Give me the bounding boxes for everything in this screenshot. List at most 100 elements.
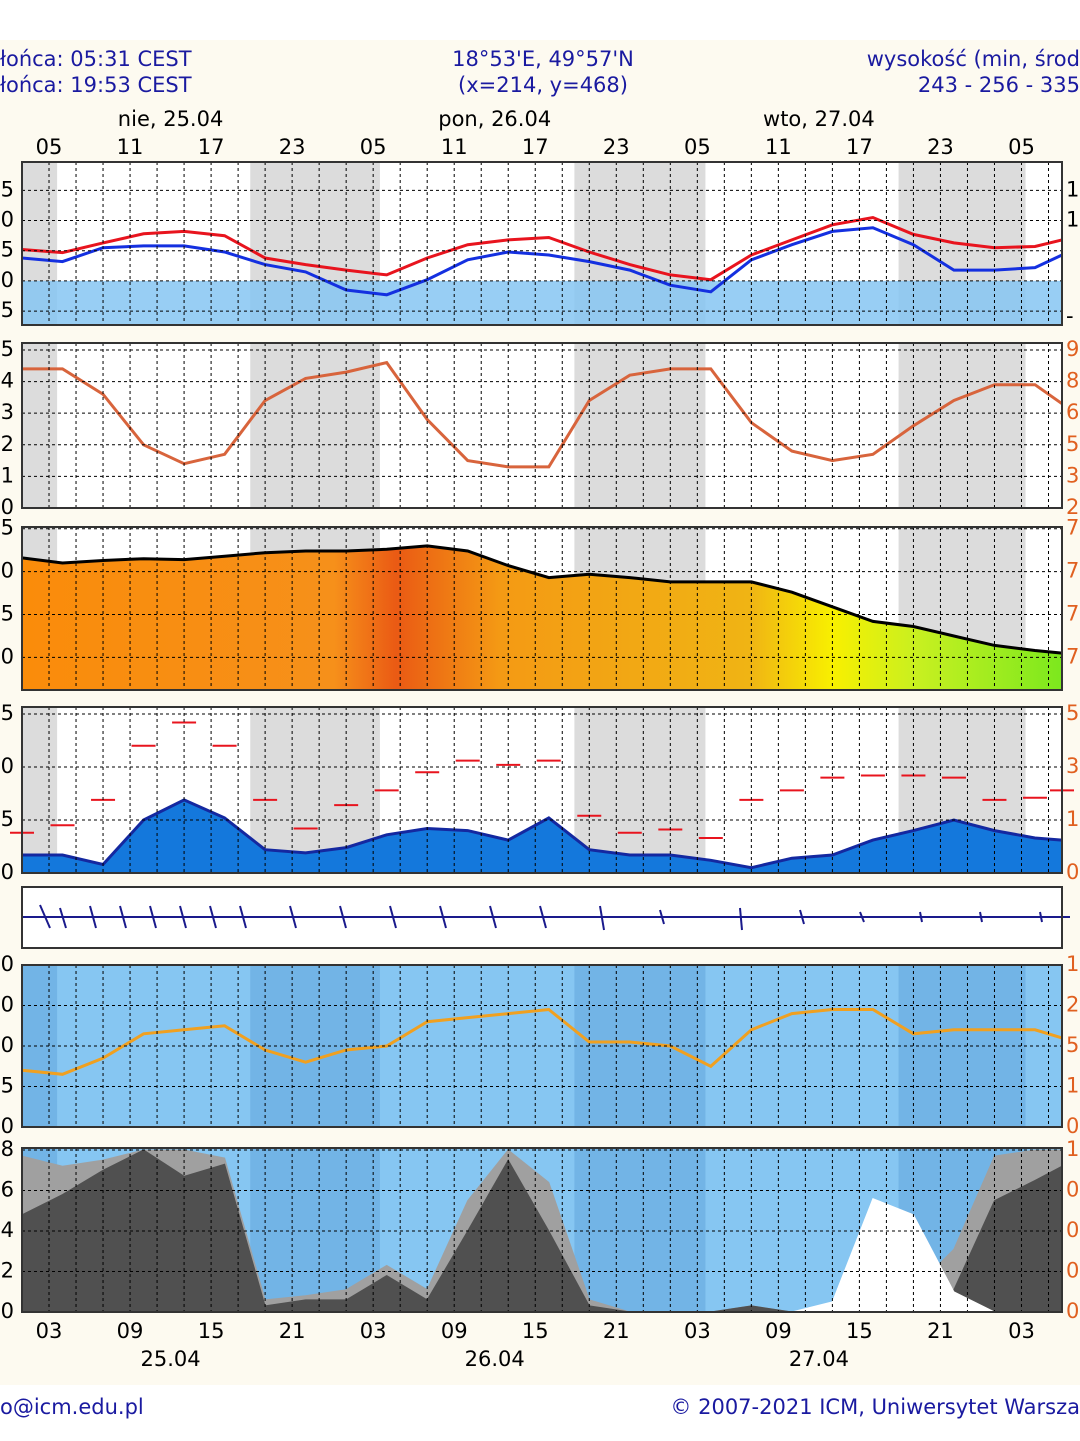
y-label: 0 bbox=[1, 1114, 14, 1138]
y2-label: 1 bbox=[1066, 208, 1079, 232]
y2-label: 7 bbox=[1066, 602, 1079, 626]
y-label: 4 bbox=[1, 369, 14, 393]
x-tick-label: 21 bbox=[279, 1319, 306, 1343]
y2-label: 7 bbox=[1066, 644, 1079, 668]
below-zero bbox=[22, 280, 1062, 325]
y2-label: 7 bbox=[1066, 516, 1079, 540]
y-label: 1 bbox=[1, 463, 14, 487]
y-label: 5 bbox=[1, 1074, 14, 1098]
altitude: 243 - 256 - 335 bbox=[918, 73, 1080, 97]
y-label: 0 bbox=[1, 1299, 14, 1323]
y-label: 3 bbox=[1, 400, 14, 424]
night-band bbox=[22, 965, 58, 1127]
y2-label: 5 bbox=[1066, 1033, 1079, 1057]
y-label: 5 bbox=[1, 516, 14, 540]
x-tick-label: 21 bbox=[927, 1319, 954, 1343]
night-band bbox=[574, 1148, 706, 1312]
line bbox=[22, 360, 1063, 469]
y2-label: 2 bbox=[1066, 495, 1079, 519]
y-label: 5 bbox=[1, 701, 14, 725]
x-tick-label: 03 bbox=[36, 1319, 63, 1343]
y-label: 6 bbox=[1, 1178, 14, 1202]
y-label: 2 bbox=[1, 432, 14, 456]
day-label: pon, 26.04 bbox=[438, 107, 551, 131]
x-tick-label: 21 bbox=[603, 1319, 630, 1343]
panel-border bbox=[21, 526, 1063, 691]
night-band bbox=[898, 965, 1026, 1127]
x-tick-label: 23 bbox=[279, 135, 306, 159]
y2-label: 0 bbox=[1066, 1259, 1079, 1283]
line bbox=[21, 1007, 1063, 1076]
panel-border bbox=[21, 1147, 1063, 1313]
x-tick-label: 15 bbox=[198, 1319, 225, 1343]
x-tick-label: 09 bbox=[117, 1319, 144, 1343]
y2-label: 0 bbox=[1066, 1218, 1079, 1242]
day-label: nie, 25.04 bbox=[118, 107, 224, 131]
y-label: 8 bbox=[1, 1137, 14, 1161]
y2-label: 7 bbox=[1066, 559, 1079, 583]
y2-label: 1 bbox=[1066, 177, 1079, 201]
y2-label: 0 bbox=[1066, 860, 1079, 884]
y2-label: - bbox=[1066, 304, 1074, 328]
panel-border bbox=[21, 161, 1063, 326]
y-label: 5 bbox=[1, 238, 14, 262]
y2-label: 1 bbox=[1066, 952, 1079, 976]
x-tick-label: 05 bbox=[36, 135, 63, 159]
panel-border bbox=[21, 964, 1063, 1128]
x-tick-label: 03 bbox=[684, 1319, 711, 1343]
y2-label: 3 bbox=[1066, 754, 1079, 778]
area bbox=[22, 545, 1062, 690]
x-tick-label: 17 bbox=[198, 135, 225, 159]
y2-label: 0 bbox=[1066, 1114, 1079, 1138]
y-label: 0 bbox=[1, 1033, 14, 1057]
sunset: łońca: 19:53 CEST bbox=[0, 73, 192, 97]
day-label: wto, 27.04 bbox=[763, 107, 875, 131]
date-label: 25.04 bbox=[141, 1347, 201, 1371]
x-tick-label: 11 bbox=[117, 135, 144, 159]
y2-label: 0 bbox=[1066, 1299, 1079, 1323]
copyright: © 2007-2021 ICM, Uniwersytet Warsza bbox=[670, 1395, 1080, 1419]
x-tick-label: 03 bbox=[360, 1319, 387, 1343]
x-tick-label: 05 bbox=[684, 135, 711, 159]
y-label: 0 bbox=[1, 208, 14, 232]
grid-pos: (x=214, y=468) bbox=[458, 73, 628, 97]
y-label: 0 bbox=[1, 860, 14, 884]
y-label: 5 bbox=[1, 807, 14, 831]
panel-border bbox=[21, 706, 1063, 874]
night-band bbox=[22, 343, 58, 508]
x-tick-label: 09 bbox=[765, 1319, 792, 1343]
y2-label: 2 bbox=[1066, 993, 1079, 1017]
y2-label: 0 bbox=[1066, 1178, 1079, 1202]
y2-label: 1 bbox=[1066, 1074, 1079, 1098]
email: o@icm.edu.pl bbox=[0, 1395, 144, 1419]
x-tick-label: 11 bbox=[765, 135, 792, 159]
y-label: 2 bbox=[1, 1259, 14, 1283]
y2-label: 9 bbox=[1066, 337, 1079, 361]
date-label: 26.04 bbox=[465, 1347, 525, 1371]
panel-border bbox=[21, 886, 1063, 949]
area-outline bbox=[22, 798, 1063, 870]
y-label: 5 bbox=[1, 602, 14, 626]
y2-label: 6 bbox=[1066, 400, 1079, 424]
x-tick-label: 05 bbox=[360, 135, 387, 159]
wind-arrow-barbs bbox=[39, 904, 1043, 931]
x-tick-label: 17 bbox=[522, 135, 549, 159]
x-tick-label: 23 bbox=[927, 135, 954, 159]
y-label: 0 bbox=[1, 952, 14, 976]
y2-label: 1 bbox=[1066, 1137, 1079, 1161]
y-label: 0 bbox=[1, 495, 14, 519]
x-tick-label: 05 bbox=[1008, 135, 1035, 159]
date-label: 27.04 bbox=[789, 1347, 849, 1371]
y-label: 5 bbox=[1, 177, 14, 201]
night-band bbox=[574, 707, 706, 873]
panel-border bbox=[21, 342, 1063, 509]
x-tick-label: 03 bbox=[1008, 1319, 1035, 1343]
night-band bbox=[574, 343, 706, 508]
x-tick-label: 23 bbox=[603, 135, 630, 159]
x-tick-label: 15 bbox=[846, 1319, 873, 1343]
panel-bg bbox=[22, 343, 1062, 508]
x-tick-label: 09 bbox=[441, 1319, 468, 1343]
y-label: 0 bbox=[1, 268, 14, 292]
y-label: 4 bbox=[1, 1218, 14, 1242]
